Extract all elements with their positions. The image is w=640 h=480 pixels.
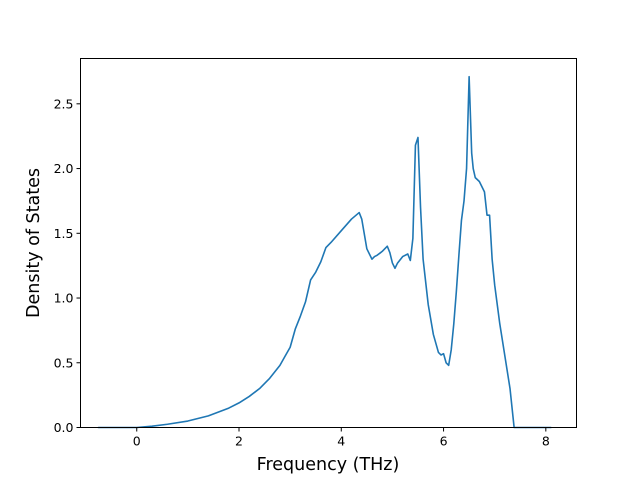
x-tick-label: 2 bbox=[235, 434, 243, 449]
x-tick-label: 0 bbox=[133, 434, 141, 449]
axes-frame bbox=[80, 58, 577, 428]
x-tick-label: 6 bbox=[440, 434, 448, 449]
x-tick-label: 4 bbox=[337, 434, 345, 449]
plot-area bbox=[97, 75, 552, 429]
axis-ticks: 0 2 4 6 8 0.0 0.5 1.0 1.5 2.0 2.5 bbox=[54, 96, 550, 448]
y-tick-label: 0.5 bbox=[54, 355, 74, 370]
dos-series-line bbox=[97, 75, 552, 429]
y-tick-label: 1.0 bbox=[54, 291, 74, 306]
x-axis-title: Frequency (THz) bbox=[257, 455, 400, 475]
y-tick-label: 0.0 bbox=[54, 420, 74, 435]
x-tick-label: 8 bbox=[542, 434, 550, 449]
y-tick-label: 1.5 bbox=[54, 226, 74, 241]
y-axis-title: Density of States bbox=[24, 168, 44, 318]
y-tick-label: 2.0 bbox=[54, 161, 74, 176]
y-tick-label: 2.5 bbox=[54, 96, 74, 111]
